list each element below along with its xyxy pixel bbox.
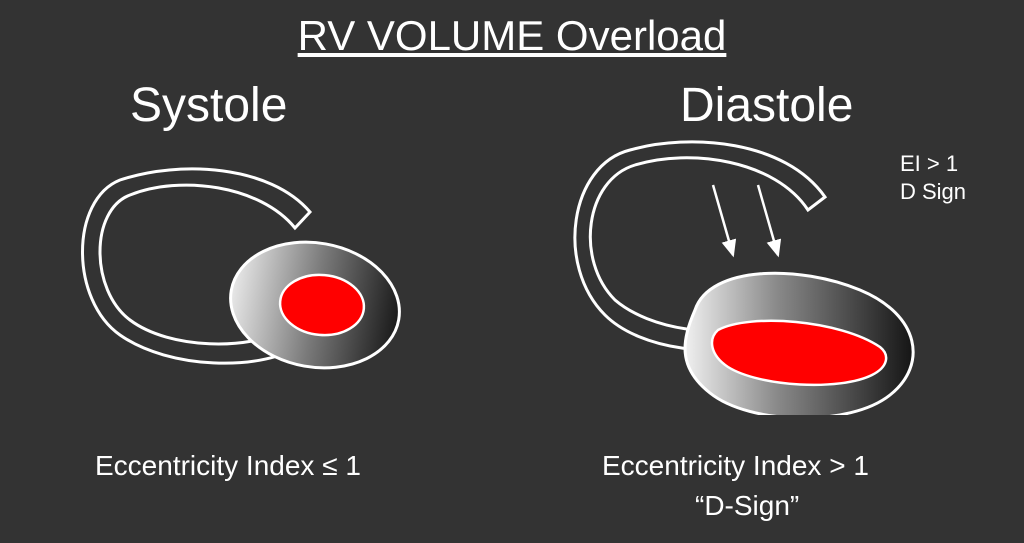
diastole-diagram (550, 115, 950, 415)
page-title: RV VOLUME Overload (0, 12, 1024, 60)
systole-label: Systole (130, 78, 287, 133)
systole-diagram (60, 140, 420, 420)
diastole-caption-2: “D-Sign” (695, 490, 799, 522)
diastole-caption-1: Eccentricity Index > 1 (602, 450, 869, 482)
septal-arrows-icon (713, 185, 778, 255)
annot-dsign: D Sign (900, 178, 966, 206)
systole-caption: Eccentricity Index ≤ 1 (95, 450, 361, 482)
ei-d-sign-annotation: EI > 1 D Sign (900, 150, 966, 205)
annot-ei: EI > 1 (900, 150, 966, 178)
